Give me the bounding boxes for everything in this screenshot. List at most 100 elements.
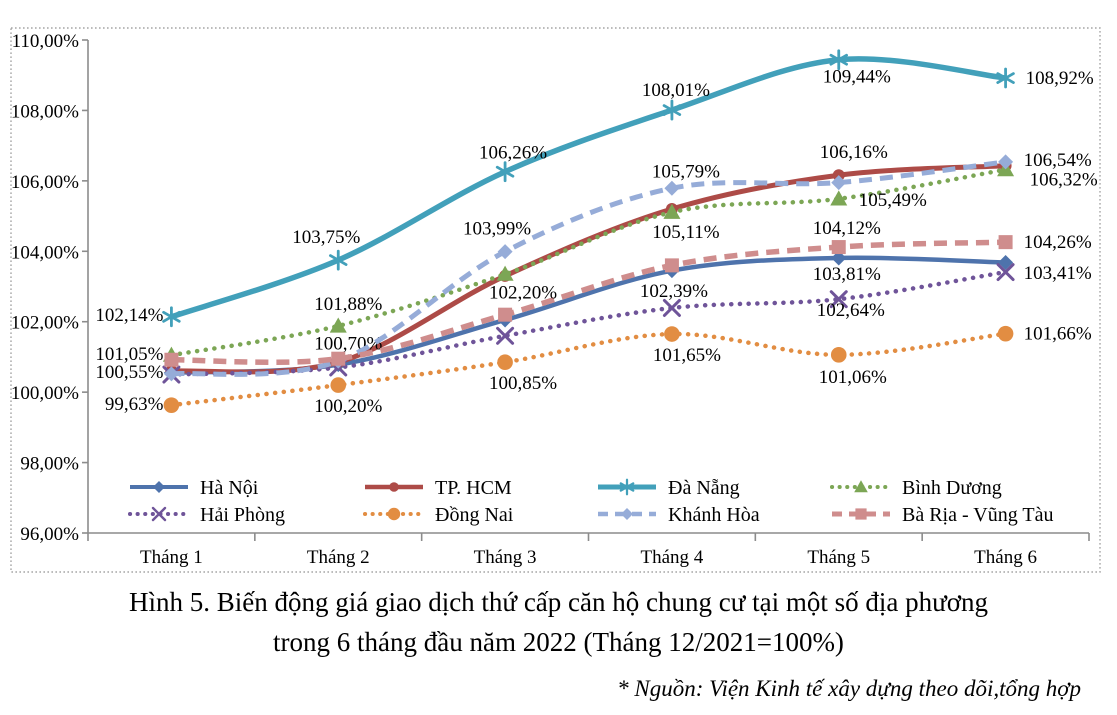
marker	[998, 154, 1014, 170]
legend-label-tp-hcm: TP. HCM	[435, 477, 512, 499]
data-label-ha-noi: 100,55%	[95, 362, 163, 383]
legend-item-khanh-hoa: Khánh Hòa	[598, 504, 760, 526]
marker	[854, 480, 868, 493]
legend-item-dong-nai: Đồng Nai	[362, 504, 514, 526]
y-tick-label: 104,00%	[11, 242, 79, 263]
x-tick-label: Tháng 3	[474, 547, 537, 568]
y-tick-label: 96,00%	[20, 524, 79, 545]
legend-item-hai-phong: Hải Phòng	[127, 504, 285, 526]
data-label-hai-phong: 103,41%	[1024, 263, 1092, 284]
series-line-ba-ria-vung-tau	[171, 239, 1006, 366]
data-label-da-nang: 109,44%	[823, 67, 891, 88]
data-label-hai-phong: 102,64%	[817, 300, 885, 321]
series-line-da-nang	[170, 56, 1006, 320]
y-tick-label: 106,00%	[11, 172, 79, 193]
x-tick-label: Tháng 4	[641, 547, 704, 568]
marker	[331, 351, 346, 366]
figure-title-line1: Hình 5. Biến động giá giao dịch thứ cấp …	[128, 587, 989, 617]
legend-item-da-nang: Đà Nẵng	[598, 477, 740, 499]
y-tick-label: 102,00%	[11, 313, 79, 334]
legend-item-ha-noi: Hà Nội	[130, 477, 259, 499]
marker	[389, 482, 399, 492]
marker	[830, 190, 848, 206]
data-label-ha-noi: 103,81%	[813, 264, 881, 285]
marker	[662, 298, 681, 317]
x-axis: Tháng 1 Tháng 2 Tháng 3 Tháng 4 Tháng 5 Tháng…	[87, 532, 1090, 568]
data-label-dong-nai: 101,65%	[653, 345, 721, 366]
marker	[831, 240, 846, 255]
y-tick-label: 100,00%	[11, 383, 79, 404]
marker	[496, 326, 515, 345]
marker	[830, 347, 847, 363]
data-label-da-nang: 102,14%	[95, 305, 163, 326]
marker	[163, 397, 180, 413]
series-dong-nai: 99,63% 100,20% 100,85% 101,65% 101,06% 101,66…	[105, 324, 1092, 417]
marker	[329, 317, 347, 333]
marker	[829, 49, 848, 71]
series-line-dong-nai	[169, 331, 1008, 408]
x-tick-label: Tháng 6	[974, 547, 1037, 568]
marker	[664, 258, 679, 273]
series-line-khanh-hoa	[171, 159, 1006, 377]
series-line-binh-duong	[169, 167, 1008, 358]
marker	[996, 67, 1015, 89]
marker	[497, 244, 513, 260]
chart-border	[10, 27, 1101, 573]
marker	[164, 352, 179, 367]
data-label-da-nang: 108,92%	[1026, 68, 1094, 89]
data-label-ba-ria-vung-tau: 102,20%	[489, 283, 557, 304]
legend-label-dong-nai: Đồng Nai	[435, 504, 514, 526]
x-tick-label: Tháng 5	[807, 547, 870, 568]
marker	[664, 180, 680, 196]
legend-item-tp-hcm: TP. HCM	[365, 477, 512, 499]
series-khanh-hoa: 103,99% 105,79% 106,54%	[163, 150, 1092, 382]
marker	[498, 307, 513, 322]
marker	[619, 478, 635, 496]
data-label-binh-duong: 105,49%	[859, 190, 927, 211]
marker	[497, 354, 513, 371]
figure-caption: Hình 5. Biến động giá giao dịch thứ cấp …	[0, 582, 1117, 662]
legend-item-binh-duong: Bình Dương	[829, 477, 1002, 499]
data-label-da-nang: 103,75%	[292, 227, 360, 248]
marker	[831, 250, 847, 266]
data-label-ba-ria-vung-tau: 104,12%	[813, 218, 881, 239]
marker	[387, 507, 401, 521]
legend-label-binh-duong: Bình Dương	[902, 477, 1002, 499]
marker	[153, 481, 165, 493]
marker	[329, 249, 348, 271]
marker	[996, 263, 1015, 282]
series-da-nang: 102,14% 103,75% 106,26% 108,01% 109,44% 108,9…	[95, 49, 1094, 328]
data-label-da-nang: 106,26%	[479, 143, 547, 164]
legend-label-hai-phong: Hải Phòng	[200, 504, 285, 526]
data-label-dong-nai: 100,20%	[314, 396, 382, 417]
marker	[829, 290, 848, 309]
marker	[663, 203, 681, 219]
series-line-tp-hcm	[171, 163, 1006, 375]
marker	[495, 161, 515, 183]
legend-label-ba-ria-vung-tau: Bà Rịa - Vũng Tàu	[902, 504, 1053, 526]
marker	[998, 235, 1013, 250]
y-tick-label: 108,00%	[11, 101, 79, 122]
marker	[163, 366, 179, 382]
y-axis: 96,00% 98,00% 100,00% 102,00% 104,00% 106,00%…	[11, 31, 89, 545]
marker	[151, 506, 167, 522]
series-binh-duong: 101,05% 101,88% 105,11% 105,49% 106,32%	[95, 161, 1098, 365]
y-tick-label: 110,00%	[12, 31, 80, 52]
marker	[997, 325, 1014, 342]
legend-label-da-nang: Đà Nẵng	[668, 477, 740, 499]
chart-legend: Hà Nội TP. HCM Đà Nẵng Bình Dương Hải Phòng Đ…	[127, 477, 1053, 526]
marker	[330, 377, 347, 393]
data-label-binh-duong: 101,05%	[95, 344, 163, 365]
x-tick-label: Tháng 2	[307, 547, 370, 568]
marker	[621, 508, 633, 520]
data-label-dong-nai: 99,63%	[105, 394, 164, 415]
data-label-binh-duong: 105,11%	[652, 222, 720, 243]
data-label-khanh-hoa: 106,54%	[1024, 150, 1092, 171]
marker	[662, 99, 682, 121]
data-label-khanh-hoa: 103,99%	[463, 219, 531, 240]
legend-label-ha-noi: Hà Nội	[200, 477, 259, 499]
marker	[664, 326, 680, 342]
data-label-ba-ria-vung-tau: 104,26%	[1024, 232, 1092, 253]
marker	[831, 175, 847, 191]
